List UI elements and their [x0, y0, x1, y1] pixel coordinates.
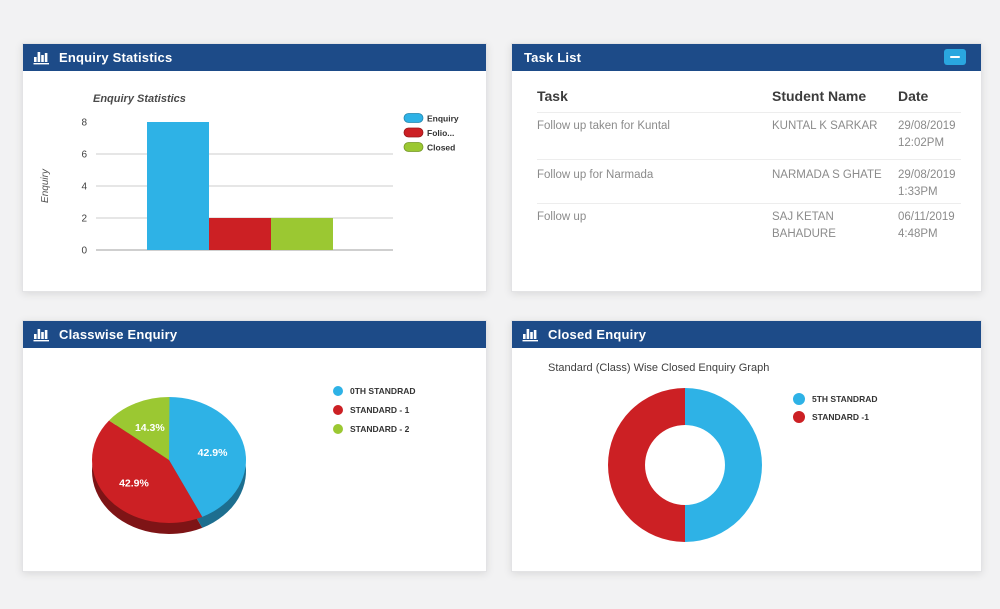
- panel-enquiry-statistics: Enquiry Statistics Enquiry Statistics Enq…: [22, 43, 487, 292]
- panel-title: Enquiry Statistics: [59, 50, 173, 65]
- pie-slice-0th-standrad: [169, 397, 246, 517]
- panel-task-list: Task List Task Student Name Date Follow …: [511, 43, 982, 292]
- legend-swatch-5th-standrad: [793, 393, 805, 405]
- task-cell: Follow up: [537, 211, 587, 223]
- column-header-student: Student Name: [772, 88, 867, 104]
- task-cell: Follow up for Narmada: [537, 169, 654, 181]
- bar-enquiry: [147, 122, 209, 250]
- table-row: Follow up taken for Kuntal KUNTAL K SARKA…: [537, 118, 961, 158]
- y-tick-label: 6: [81, 150, 87, 161]
- student-cell: SAJ KETAN BAHADURE: [772, 211, 836, 240]
- task-list-table: Task Student Name Date Follow up taken f…: [512, 71, 981, 291]
- panel-classwise-enquiry: Classwise Enquiry 42.9% 42.9% 14.3% 0TH STA…: [22, 320, 487, 572]
- legend-swatch-folio: [403, 127, 424, 138]
- pie-slice-standard-1: [91, 420, 203, 523]
- row-divider: [537, 159, 961, 160]
- legend-label: 5TH STANDRAD: [812, 394, 877, 404]
- legend-swatch-standard-2: [333, 424, 343, 434]
- pie-slice-label: 42.9%: [198, 447, 228, 459]
- pie-slice-label: 14.3%: [135, 422, 165, 434]
- date-text: 29/08/2019: [898, 120, 956, 132]
- chart-title: Enquiry Statistics: [93, 93, 186, 105]
- closed-enquiry-chart: Standard (Class) Wise Closed Enquiry Gra…: [512, 348, 981, 571]
- bar-chart-icon: [522, 328, 539, 342]
- column-header-task: Task: [537, 88, 568, 104]
- panel-header: Task List: [512, 44, 981, 71]
- y-tick-label: 8: [81, 118, 87, 129]
- bar-chart-svg: Enquiry Statistics Enquiry 0 2 4 6 8 Enquiry Fol…: [40, 93, 459, 257]
- bar-closed: [271, 218, 333, 250]
- bar-chart-icon: [33, 51, 50, 65]
- minus-icon: [950, 56, 960, 58]
- time-text: 12:02PM: [898, 137, 945, 149]
- donut-slice-standard-1: [608, 388, 685, 542]
- enquiry-statistics-chart: Enquiry Statistics Enquiry 0 2 4 6 8 Enquiry Fol…: [23, 71, 486, 291]
- y-tick-label: 0: [81, 246, 87, 257]
- column-header-date: Date: [898, 88, 929, 104]
- divider: [537, 112, 961, 113]
- donut-slice-5th-standrad: [685, 388, 762, 542]
- legend-swatch-enquiry: [403, 113, 424, 123]
- donut-chart-svg: 5TH STANDRAD STANDARD -1: [608, 388, 877, 542]
- pie-chart-svg: 42.9% 42.9% 14.3% 0TH STANDRAD STANDARD - 1 S…: [91, 386, 415, 534]
- date-cell: 29/08/2019 12:02PM: [898, 118, 988, 152]
- legend-label: Enquiry: [427, 114, 459, 124]
- legend-swatch-0th-standrad: [333, 386, 343, 396]
- legend-swatch-standard-1: [793, 411, 805, 423]
- task-cell: Follow up taken for Kuntal: [537, 120, 670, 132]
- row-divider: [537, 203, 961, 204]
- pie-slice-standard-2: [109, 397, 170, 460]
- time-text: 1:33PM: [898, 186, 938, 198]
- bar-folio: [209, 218, 271, 250]
- chart-subtitle: Standard (Class) Wise Closed Enquiry Gra…: [548, 362, 770, 374]
- legend-label: Folio...: [427, 128, 454, 138]
- legend-label: STANDARD - 2: [350, 424, 410, 434]
- pie-slice-label: 42.9%: [119, 478, 149, 490]
- panel-header: Enquiry Statistics: [23, 44, 486, 71]
- student-cell: NARMADA S GHATE: [772, 169, 882, 181]
- classwise-enquiry-chart: 42.9% 42.9% 14.3% 0TH STANDRAD STANDARD - 1 S…: [23, 348, 486, 571]
- legend-swatch-closed: [403, 142, 424, 152]
- legend-label: 0TH STANDRAD: [350, 386, 415, 396]
- legend-label: STANDARD -1: [812, 412, 869, 422]
- table-row: Follow up SAJ KETAN BAHADURE 06/11/2019 4:4…: [537, 209, 961, 249]
- y-tick-label: 4: [81, 182, 87, 193]
- table-row: Follow up for Narmada NARMADA S GHATE 29/0…: [537, 167, 961, 207]
- panel-header: Closed Enquiry: [512, 321, 981, 348]
- panel-title: Closed Enquiry: [548, 327, 647, 342]
- date-cell: 29/08/2019 1:33PM: [898, 167, 988, 201]
- legend-label: STANDARD - 1: [350, 405, 410, 415]
- legend-label: Closed: [427, 143, 455, 153]
- panel-closed-enquiry: Closed Enquiry Standard (Class) Wise Clo…: [511, 320, 982, 572]
- date-text: 29/08/2019: [898, 169, 956, 181]
- bar-chart-icon: [33, 328, 50, 342]
- time-text: 4:48PM: [898, 228, 938, 240]
- minimize-button[interactable]: [944, 49, 966, 65]
- student-cell: KUNTAL K SARKAR: [772, 120, 878, 132]
- panel-header: Classwise Enquiry: [23, 321, 486, 348]
- panel-title: Task List: [524, 50, 582, 65]
- panel-title: Classwise Enquiry: [59, 327, 178, 342]
- legend-swatch-standard-1: [333, 405, 343, 415]
- y-tick-label: 2: [81, 214, 87, 225]
- date-text: 06/11/2019: [898, 211, 955, 223]
- date-cell: 06/11/2019 4:48PM: [898, 209, 988, 243]
- y-axis-label: Enquiry: [40, 168, 51, 203]
